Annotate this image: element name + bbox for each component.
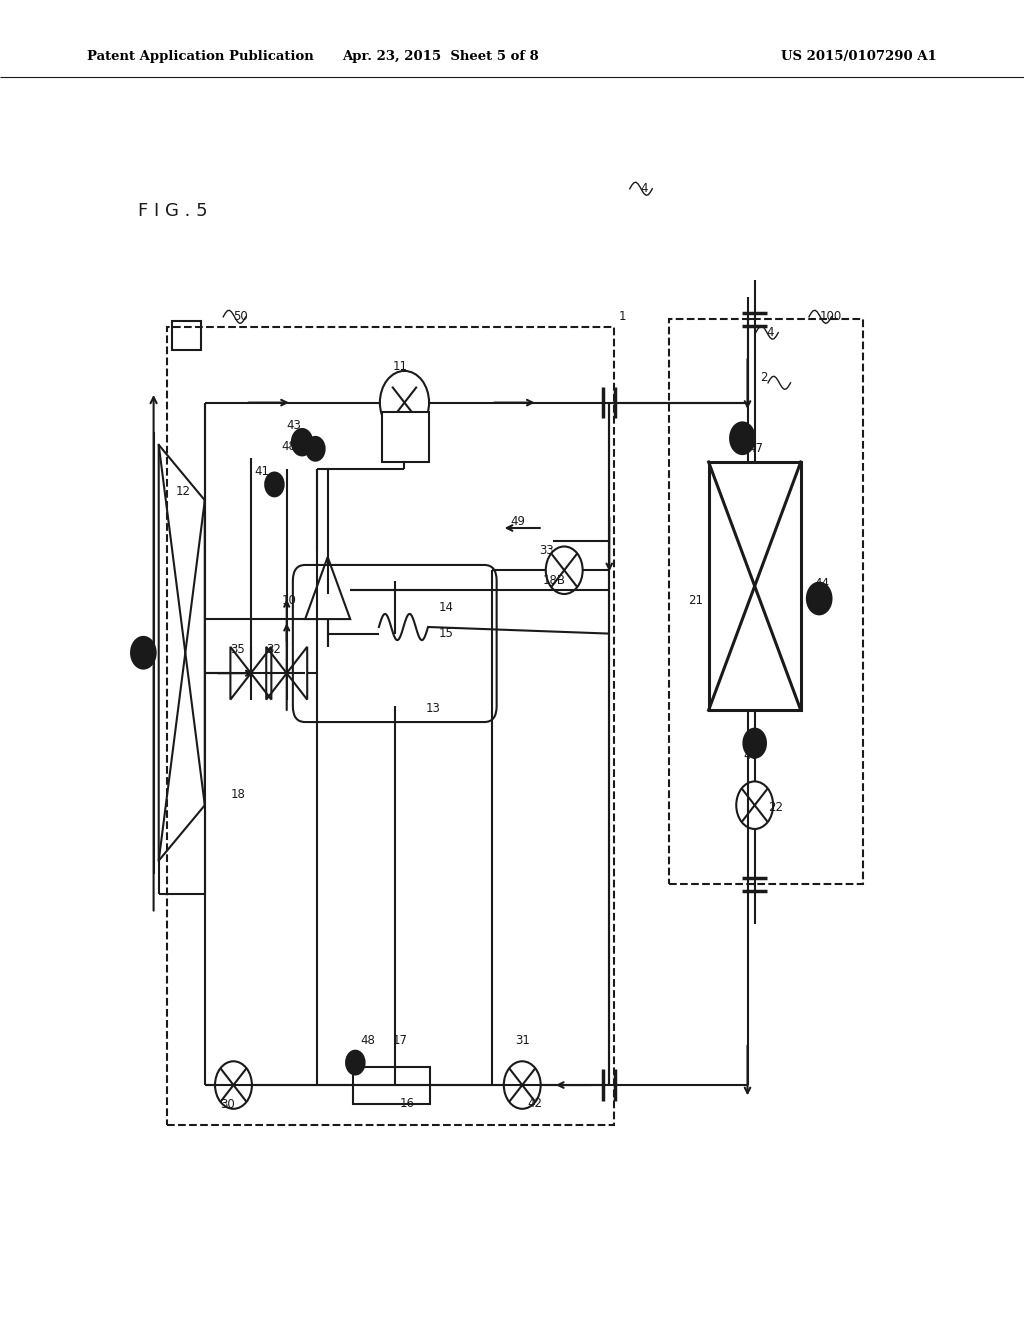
Text: 11: 11 [392, 360, 408, 374]
Circle shape [807, 582, 831, 614]
Text: 15: 15 [438, 627, 454, 640]
Text: 47: 47 [749, 442, 764, 455]
Circle shape [292, 429, 312, 455]
Text: Patent Application Publication: Patent Application Publication [87, 50, 313, 63]
Bar [669, 319, 863, 884]
Text: 48: 48 [360, 1034, 376, 1047]
Text: Apr. 23, 2015  Sheet 5 of 8: Apr. 23, 2015 Sheet 5 of 8 [342, 50, 539, 63]
Text: 22: 22 [768, 801, 783, 814]
Circle shape [730, 422, 755, 454]
Text: 2: 2 [760, 371, 767, 384]
Text: 100: 100 [819, 310, 842, 323]
Text: 16: 16 [399, 1097, 415, 1110]
Bar [709, 462, 801, 710]
Circle shape [306, 437, 325, 461]
Text: 43: 43 [287, 418, 302, 432]
Text: 13: 13 [426, 702, 441, 715]
Text: 30: 30 [220, 1098, 234, 1111]
Text: 18: 18 [230, 788, 246, 801]
Text: 45: 45 [138, 647, 154, 660]
Text: F I G . 5: F I G . 5 [138, 202, 208, 220]
Bar [353, 1067, 430, 1104]
Bar [382, 412, 429, 462]
Circle shape [346, 1051, 365, 1074]
Text: 17: 17 [392, 1034, 408, 1047]
Text: 35: 35 [230, 643, 245, 656]
Text: 46: 46 [743, 748, 759, 762]
Text: 49: 49 [510, 515, 525, 528]
Text: 41: 41 [254, 465, 269, 478]
Circle shape [131, 636, 156, 668]
Bar [172, 321, 201, 350]
Text: 31: 31 [515, 1034, 530, 1047]
Text: 10: 10 [282, 594, 297, 607]
Circle shape [743, 729, 766, 758]
Bar [167, 327, 614, 1125]
Circle shape [265, 473, 284, 496]
Text: 21: 21 [688, 594, 703, 607]
Text: US 2015/0107290 A1: US 2015/0107290 A1 [781, 50, 937, 63]
Text: 44: 44 [814, 577, 829, 590]
Text: 50: 50 [233, 310, 248, 323]
Text: 48: 48 [282, 440, 297, 453]
Text: 42: 42 [527, 1097, 543, 1110]
Text: 32: 32 [266, 643, 282, 656]
Text: 33: 33 [540, 544, 554, 557]
Text: 1: 1 [618, 310, 626, 323]
Text: 4: 4 [640, 182, 647, 195]
Text: 18B: 18B [543, 574, 565, 587]
Text: 4: 4 [766, 326, 773, 339]
Text: 14: 14 [438, 601, 454, 614]
Text: 12: 12 [176, 484, 191, 498]
